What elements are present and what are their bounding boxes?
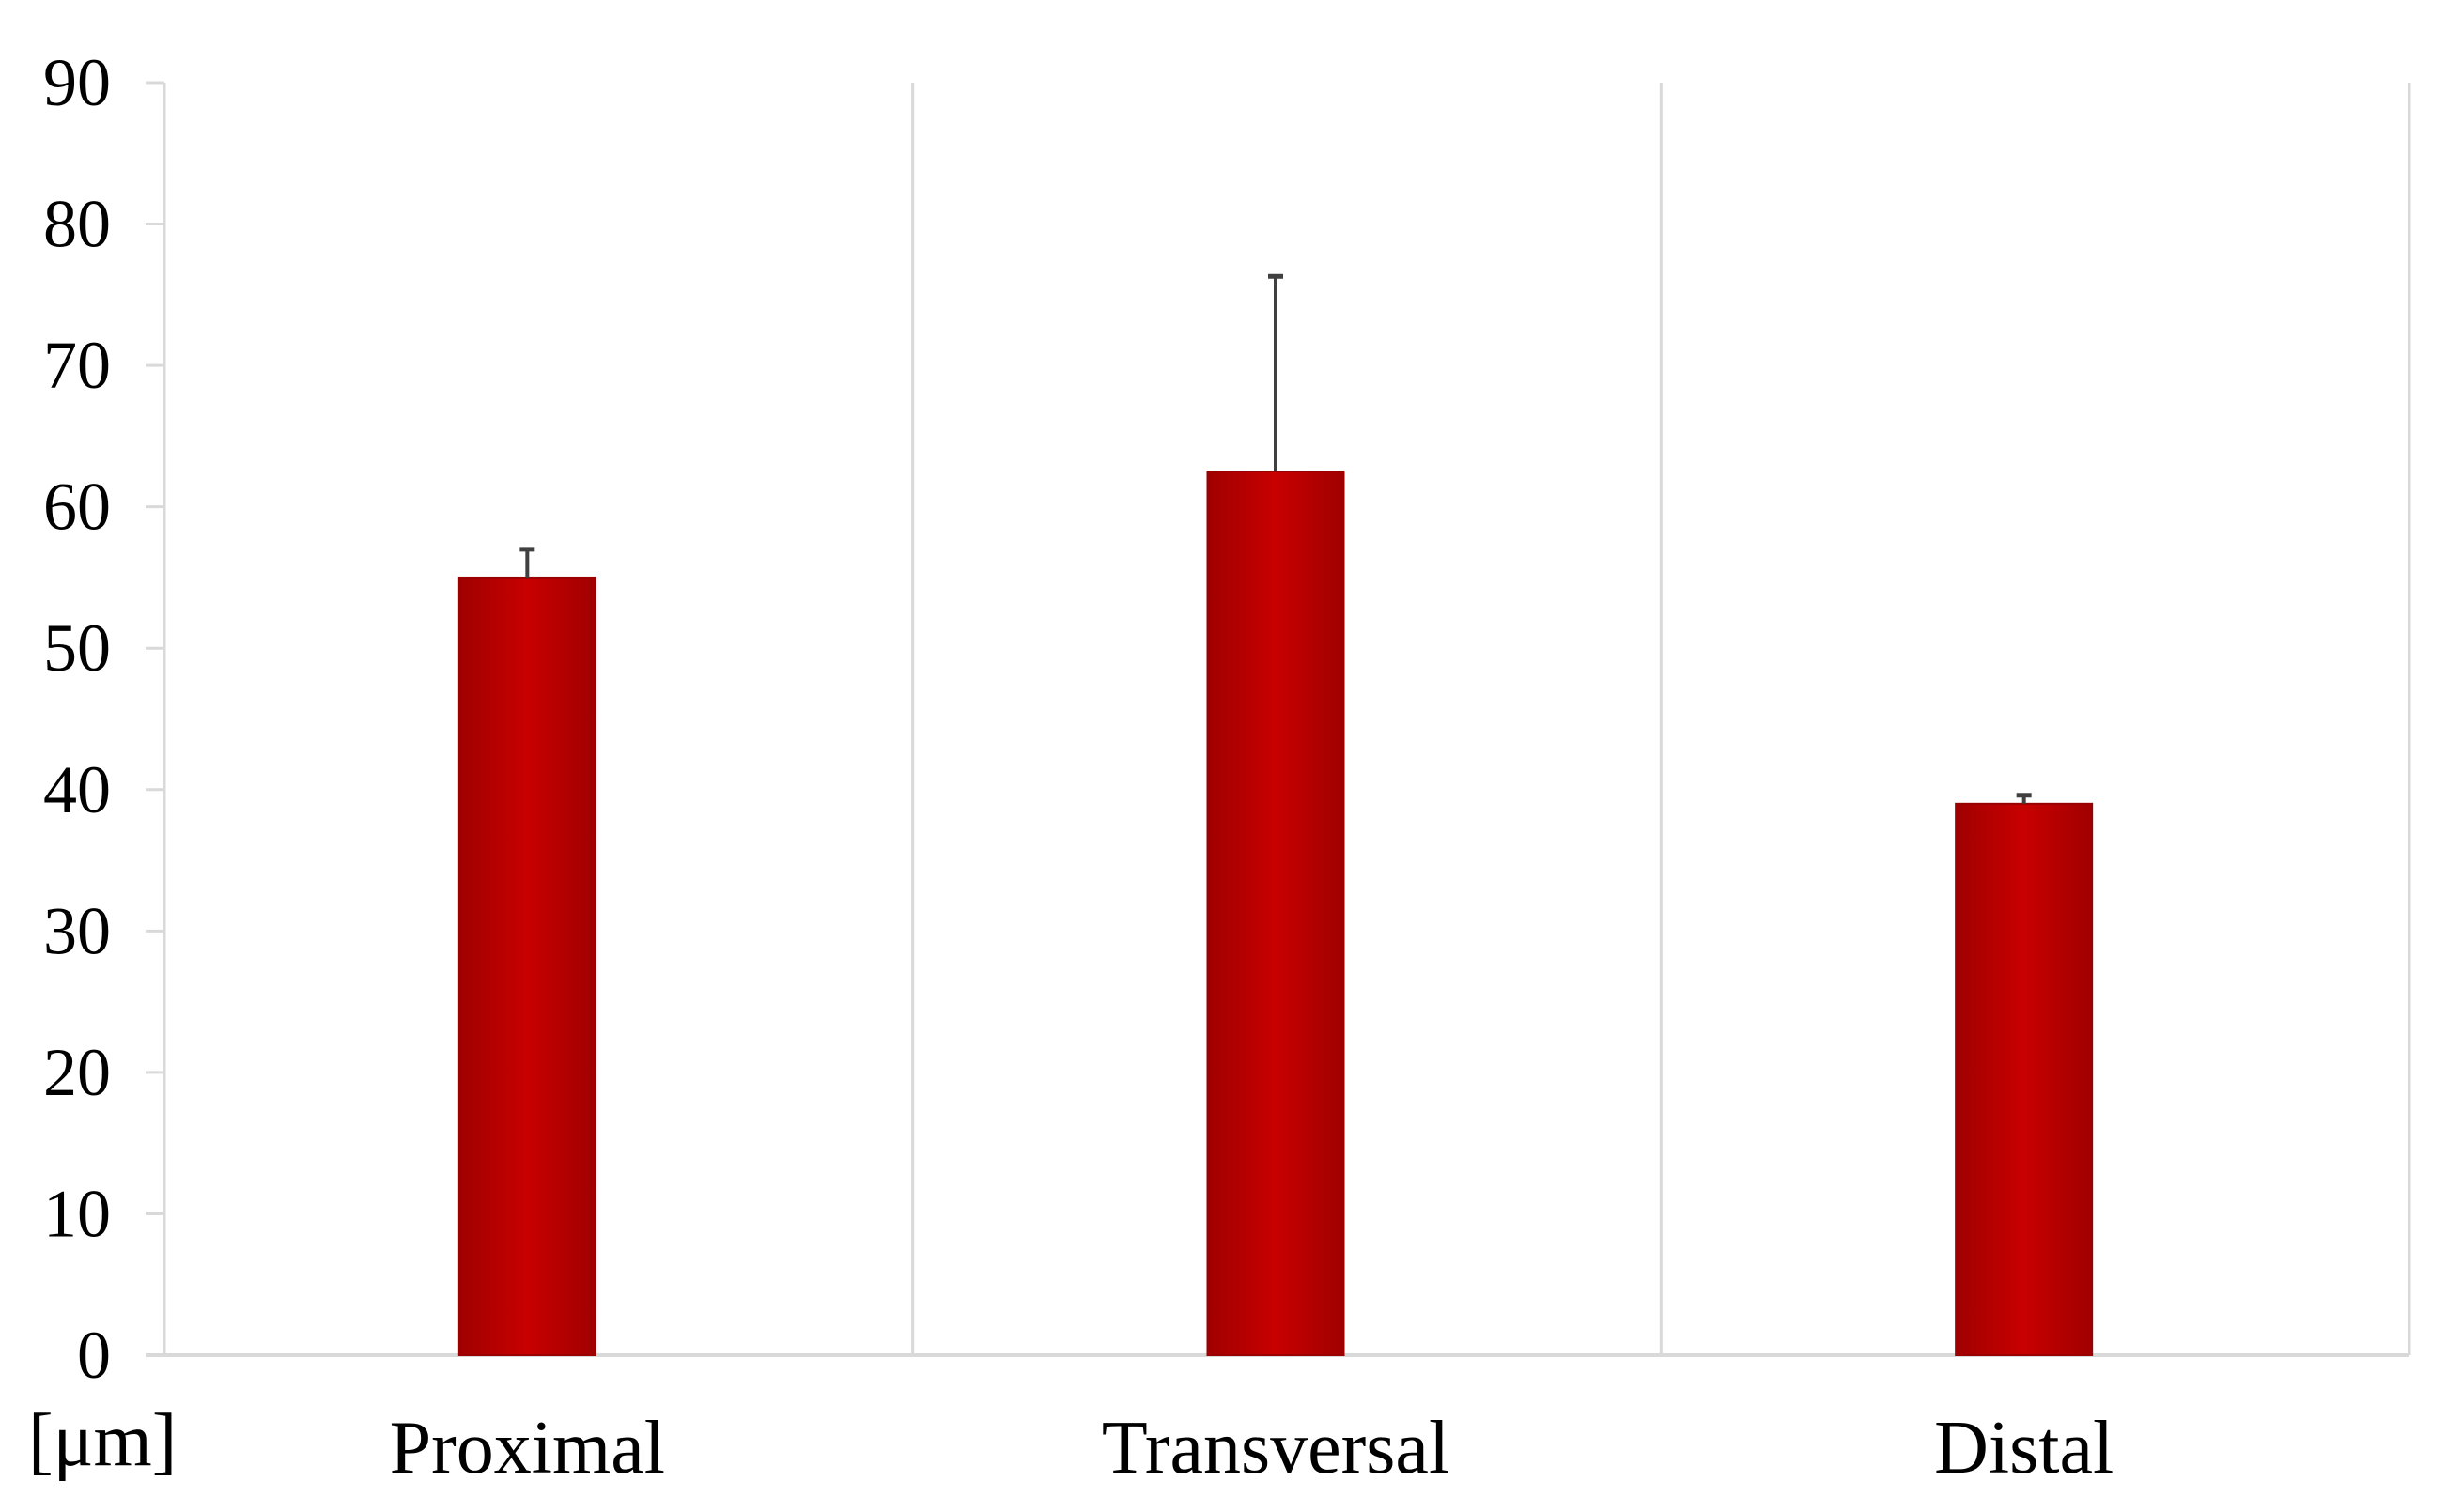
bars	[457, 471, 2094, 1356]
category-label-proximal: Proximal	[390, 1407, 665, 1489]
y-tick-label: 10	[43, 1176, 111, 1251]
category-label-transversal: Transversal	[1102, 1407, 1449, 1489]
y-tick-label: 70	[43, 328, 111, 403]
y-tick-label: 50	[43, 610, 111, 686]
y-tick-label: 20	[43, 1035, 111, 1110]
bar-proximal	[457, 576, 596, 1356]
bar-distal	[1955, 802, 2094, 1356]
category-label-distal: Distal	[1934, 1407, 2114, 1489]
y-tick-label: 80	[43, 187, 111, 262]
error-bars	[519, 273, 2032, 804]
y-unit-label: [μm]	[28, 1399, 177, 1482]
y-tick-label: 60	[43, 470, 111, 545]
gridlines	[911, 83, 2411, 1355]
y-tick-label: 30	[43, 893, 111, 968]
y-tick-labels: 0 10 20 30 40 50 60 70 80 90	[43, 45, 111, 1393]
y-tick-label: 40	[43, 752, 111, 827]
bar-transversal	[1206, 471, 1345, 1356]
y-tick-label: 90	[43, 45, 111, 120]
y-tick-label: 0	[77, 1318, 111, 1393]
category-labels: Proximal Transversal Distal	[390, 1407, 2114, 1489]
